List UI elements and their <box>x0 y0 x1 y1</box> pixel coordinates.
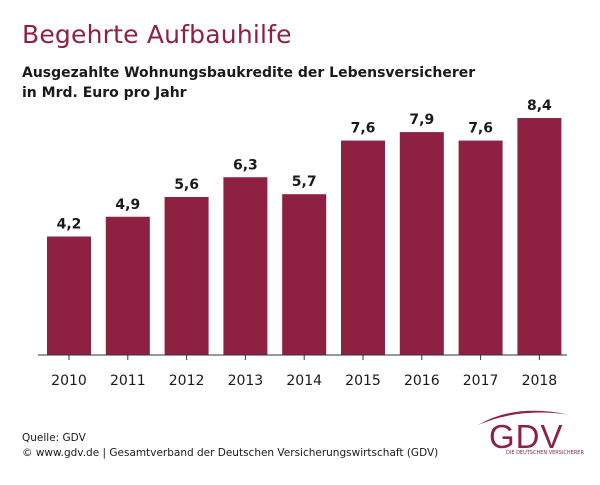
bar-2017 <box>458 140 503 355</box>
source-note: Quelle: GDV <box>22 432 86 444</box>
copyright-note: © www.gdv.de | Gesamtverband der Deutsch… <box>22 447 439 459</box>
value-label-2017: 7,6 <box>468 121 493 137</box>
chart-title: Begehrte Aufbauhilfe <box>22 20 292 49</box>
bar-2012 <box>164 197 209 355</box>
gdv-logo: GDV DIE DEUTSCHEN VERSICHERER <box>470 405 585 465</box>
value-labels: 4,2 4,9 5,6 6,3 5,7 7,6 7,9 7,6 8,4 <box>57 98 552 233</box>
value-label-2014: 5,7 <box>292 174 317 190</box>
bar-2014 <box>282 194 327 355</box>
value-label-2011: 4,9 <box>115 197 140 213</box>
bar-2013 <box>223 177 268 355</box>
x-tick-label-2012: 2012 <box>169 373 205 389</box>
subtitle-line-1: Ausgezahlte Wohnungsbaukredite der Leben… <box>22 65 476 81</box>
x-tick-labels: 2010 2011 2012 2013 2014 2015 2016 2017 2018 <box>51 373 557 389</box>
x-tick-label-2018: 2018 <box>522 373 558 389</box>
bar-2011 <box>105 216 150 355</box>
value-label-2015: 7,6 <box>351 121 376 137</box>
value-label-2016: 7,9 <box>409 112 434 128</box>
value-label-2012: 5,6 <box>174 177 199 193</box>
chart-subtitle: Ausgezahlte Wohnungsbaukredite der Leben… <box>22 63 475 103</box>
bar-2016 <box>399 132 444 355</box>
value-label-2013: 6,3 <box>233 157 258 173</box>
x-tick-label-2017: 2017 <box>463 373 499 389</box>
x-tick-marks <box>68 355 540 360</box>
x-tick-label-2010: 2010 <box>51 373 87 389</box>
x-tick-label-2011: 2011 <box>110 373 146 389</box>
value-label-2018: 8,4 <box>527 98 552 114</box>
bar-2018 <box>517 118 562 355</box>
footer: Quelle: GDV © www.gdv.de | Gesamtverband… <box>22 431 438 461</box>
value-label-2010: 4,2 <box>57 217 82 233</box>
logo-subtext: DIE DEUTSCHEN VERSICHERER <box>506 450 584 456</box>
x-tick-label-2015: 2015 <box>345 373 381 389</box>
bars-group <box>47 118 562 355</box>
bar-2015 <box>341 140 385 355</box>
bar-2010 <box>47 236 91 355</box>
x-tick-label-2014: 2014 <box>286 373 322 389</box>
x-tick-label-2016: 2016 <box>404 373 440 389</box>
logo-swoosh-icon <box>478 410 570 425</box>
subtitle-line-2: in Mrd. Euro pro Jahr <box>22 85 187 101</box>
x-tick-label-2013: 2013 <box>228 373 264 389</box>
logo-text: GDV <box>489 418 564 455</box>
